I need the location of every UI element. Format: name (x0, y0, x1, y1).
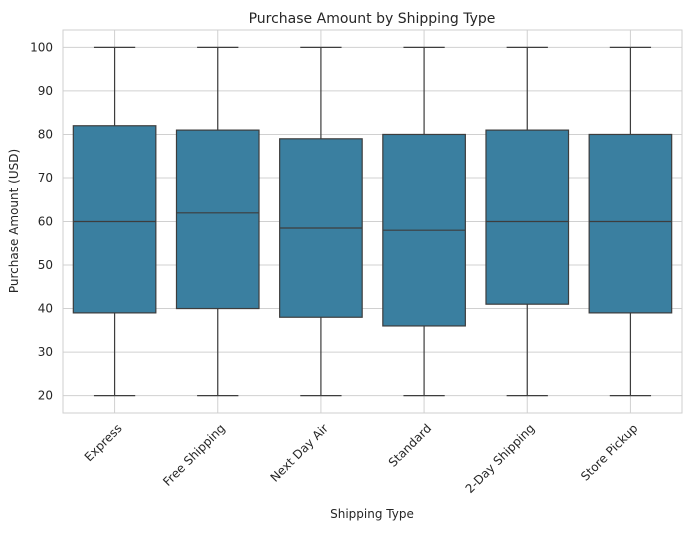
y-tick-label: 90 (38, 84, 53, 98)
box-3 (279, 46, 363, 397)
iqr-box (588, 133, 673, 314)
y-tick-label: 70 (38, 171, 53, 185)
box-6 (588, 46, 673, 397)
x-tick-label: Next Day Air (268, 421, 332, 485)
y-tick-label: 50 (38, 258, 53, 272)
x-tick-label: Standard (386, 421, 435, 470)
plot-frame (62, 29, 683, 414)
y-tick-labels: 20 30 40 50 60 70 80 90 100 (30, 40, 53, 402)
y-tick-label: 30 (38, 345, 53, 359)
y-tick-label: 80 (38, 127, 53, 141)
chart-title: Purchase Amount by Shipping Type (249, 11, 496, 27)
x-axis-label: Shipping Type (330, 507, 414, 521)
box-4 (382, 46, 466, 397)
y-tick-label: 40 (38, 302, 53, 316)
boxes-layer (72, 46, 673, 397)
iqr-box (72, 125, 157, 314)
x-tick-label: Free Shipping (160, 421, 228, 489)
iqr-box (175, 129, 260, 310)
box-1 (72, 46, 157, 397)
x-tick-labels: Express Free Shipping Next Day Air Standard… (82, 421, 641, 496)
y-axis-label: Purchase Amount (USD) (7, 149, 21, 293)
x-tick-label: Express (82, 421, 125, 464)
x-tick-label: Store Pickup (578, 421, 640, 483)
box-5 (485, 46, 570, 397)
x-tick-label: 2-Day Shipping (463, 421, 538, 496)
y-tick-label: 100 (30, 40, 53, 54)
y-tick-label: 60 (38, 215, 53, 229)
iqr-box (485, 129, 570, 305)
box-2 (175, 46, 260, 397)
y-tick-label: 20 (38, 389, 53, 403)
